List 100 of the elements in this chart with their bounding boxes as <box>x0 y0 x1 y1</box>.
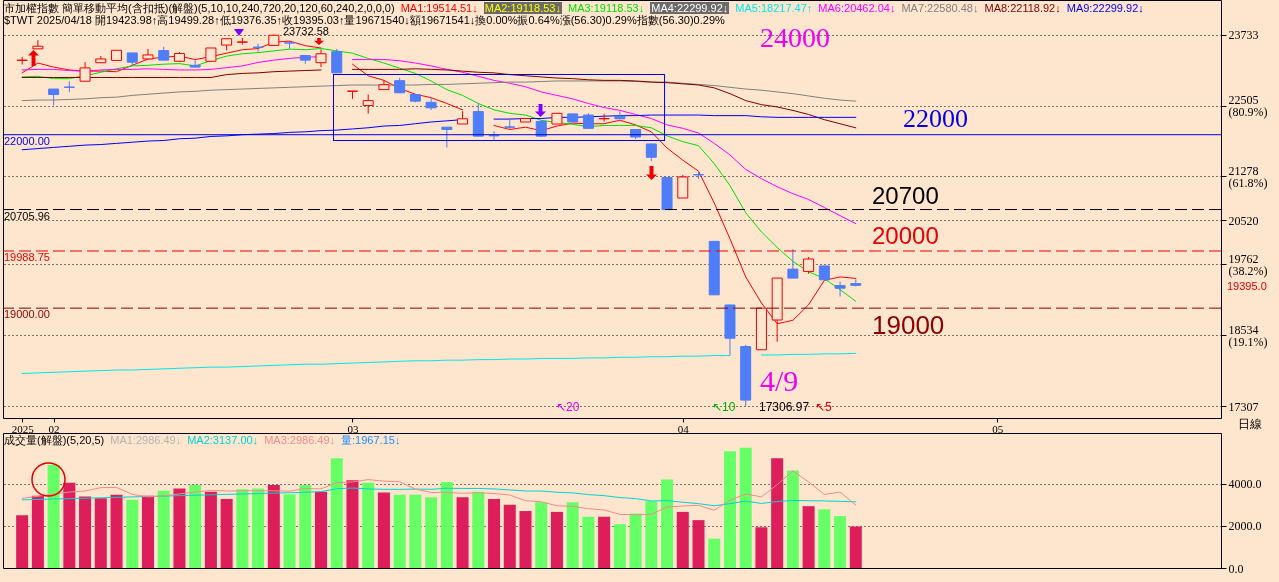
text: MA2:3137.00↓ <box>187 434 259 446</box>
candlestick <box>331 48 343 74</box>
bar <box>723 451 736 568</box>
ref-line-label: 19000.00 <box>4 308 50 321</box>
y-tick-label: 0.0 <box>1228 561 1244 576</box>
bar <box>157 490 170 568</box>
legend-label: MA2:19118.53↓ <box>483 2 562 14</box>
candlestick <box>677 174 689 199</box>
text: MA3:19118.53↓ <box>567 2 645 14</box>
annotation: 24000 <box>760 22 830 53</box>
bar <box>849 526 862 568</box>
bar <box>94 498 107 568</box>
bar <box>771 458 784 568</box>
bar <box>488 499 501 568</box>
bar <box>189 485 202 568</box>
bar <box>31 495 44 568</box>
ref-line-label: 20705.96 <box>4 209 50 222</box>
annotation: ↖5 <box>815 400 832 414</box>
bar <box>141 495 154 568</box>
candlestick <box>32 39 44 50</box>
bar <box>692 520 705 568</box>
bar <box>315 491 328 568</box>
y-tick-label: 23733 <box>1228 28 1259 43</box>
bar <box>566 502 579 568</box>
text: MA1:19514.51↓ <box>400 2 478 14</box>
bar <box>629 513 642 568</box>
x-tick-label: 2025 <box>11 422 35 435</box>
x-tick-label: 02 <box>48 422 60 435</box>
bar <box>16 515 29 568</box>
bar <box>299 485 312 568</box>
bar <box>786 470 799 568</box>
text: 日線 <box>1238 417 1262 431</box>
bar <box>393 494 406 568</box>
candlestick <box>834 281 846 298</box>
bar <box>409 494 422 568</box>
bar <box>79 496 92 568</box>
candlestick <box>252 43 264 53</box>
line-series <box>21 487 857 507</box>
bar <box>173 488 186 568</box>
bar <box>645 501 658 568</box>
x-tick-label: 04 <box>677 422 690 435</box>
bar <box>330 458 343 568</box>
candlestick <box>614 110 626 120</box>
y-tick-label: 4000.0 <box>1228 477 1262 492</box>
bar <box>425 497 438 568</box>
bar <box>346 480 359 568</box>
bar <box>267 485 280 568</box>
text: MA3:2986.49↓ <box>264 434 336 446</box>
annotation: 23732.58 <box>283 25 329 37</box>
bar <box>47 464 60 568</box>
annotation: 20700 <box>872 181 939 209</box>
x-tick-label: 05 <box>992 422 1004 435</box>
y-tick-label: 18534 (19.1%) <box>1228 322 1268 349</box>
bar <box>252 488 265 568</box>
chart-title: 市加權指數 簡單移動平均(含扣抵)(解盤)(5,10,10,240,720,20,120,60,240,2,0,0,0) <box>4 2 395 14</box>
candlestick <box>79 61 91 82</box>
text: $TWT 2025/04/18 開19423.98↑高19499.28↑低19376.35↑收19395.03↑量19671540↓額19671541↓換0.00%振0.64%漲(56.30)0.29%指數(56.30)0.29% <box>4 14 725 26</box>
bar <box>661 479 674 568</box>
y-tick-label: 19762 (38.2%) <box>1228 251 1268 278</box>
annotation: 17306.97 <box>759 400 810 414</box>
bar <box>283 494 296 568</box>
bar <box>236 489 249 568</box>
bar <box>377 492 390 568</box>
bar <box>456 497 469 568</box>
bar <box>598 516 611 568</box>
legend-label: MA4:22299.92↓ <box>650 2 730 14</box>
line-series <box>21 470 857 516</box>
y-tick-label: 22505 (80.9%) <box>1228 93 1268 120</box>
x-tick-label: 03 <box>347 422 359 435</box>
annotation: 22000 <box>903 103 968 133</box>
bar <box>204 491 217 568</box>
bar <box>818 509 831 568</box>
ref-line-label: 22000.00 <box>4 134 50 147</box>
candlestick <box>142 48 154 60</box>
bar <box>110 494 123 568</box>
text: 19395.0 <box>1227 280 1267 292</box>
text: MA9:22299.92↓ <box>1066 2 1144 14</box>
bar <box>613 524 626 568</box>
bar <box>708 538 721 568</box>
candlestick <box>441 126 453 148</box>
bar <box>63 482 76 568</box>
y-tick-label: 17307 <box>1228 399 1259 414</box>
bar <box>472 491 485 568</box>
bar <box>582 516 595 568</box>
text: MA6:20462.04↓ <box>818 2 896 14</box>
ref-line-label: 19988.75 <box>4 250 50 263</box>
bar <box>676 511 689 568</box>
y-tick-label: 2000.0 <box>1228 519 1262 534</box>
annotation: ↖10 <box>712 400 736 414</box>
bar <box>550 511 563 568</box>
y-tick-label: 21278 (61.8%) <box>1228 163 1268 190</box>
bar <box>755 527 768 568</box>
line-series <box>21 80 857 102</box>
y-tick-label: 20520 <box>1228 213 1259 228</box>
bar <box>834 516 847 568</box>
text: MA5:18217.47↑ <box>735 2 813 14</box>
text: MA7:22580.48↓ <box>901 2 979 14</box>
candlestick <box>598 113 610 122</box>
annotation: 19000 <box>872 310 945 341</box>
bar <box>739 447 752 568</box>
